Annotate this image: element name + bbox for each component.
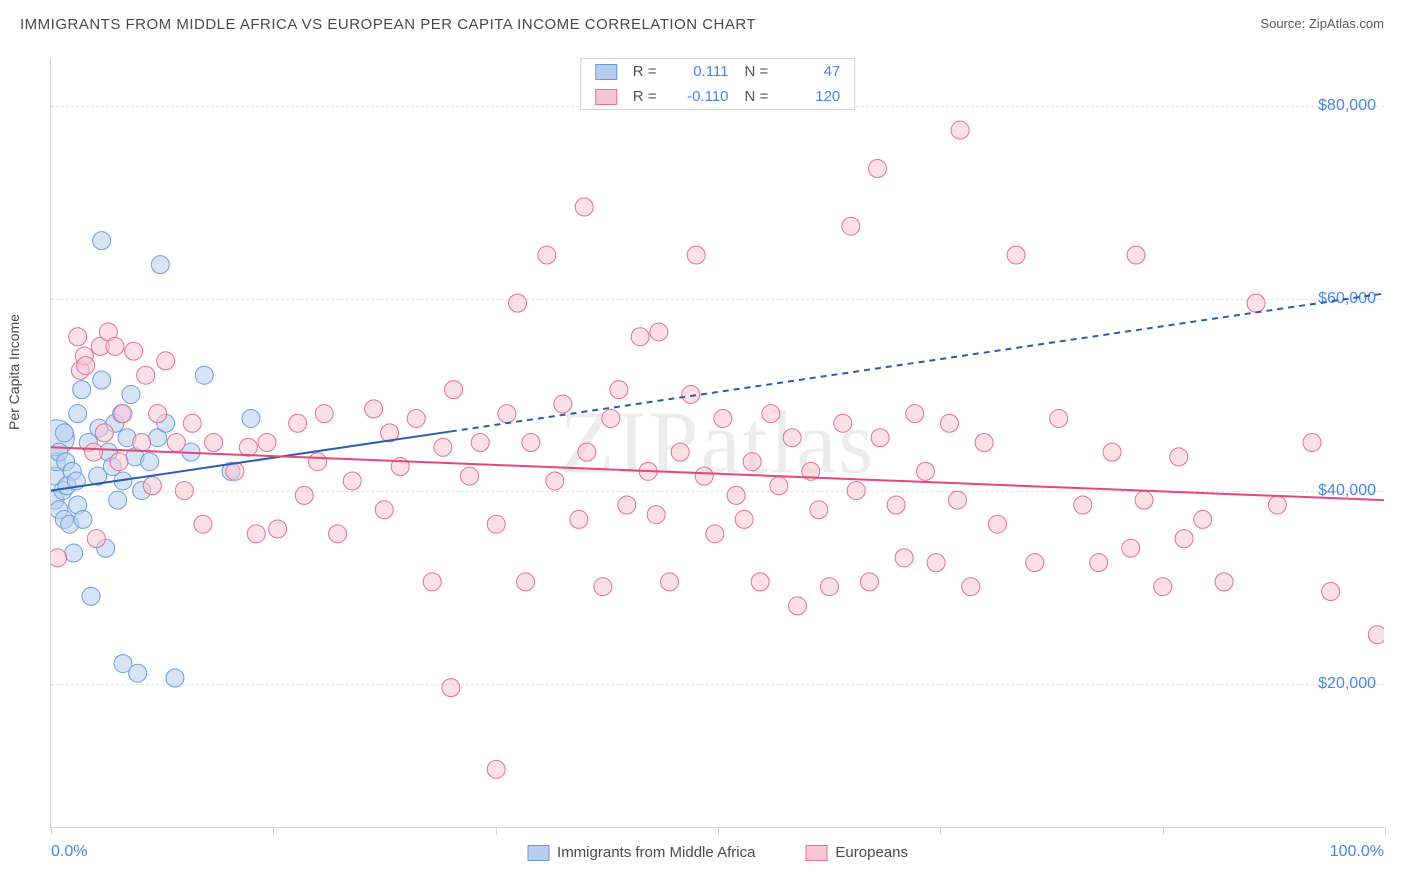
swatch-series-2b [805, 845, 827, 861]
r-value-2: -0.110 [673, 88, 729, 105]
swatch-series-1b [527, 845, 549, 861]
legend-row-series-2: R = -0.110 N = 120 [581, 84, 855, 109]
series-1-name: Immigrants from Middle Africa [557, 844, 755, 861]
swatch-series-1 [595, 64, 617, 80]
series-2-name: Europeans [835, 844, 908, 861]
n-value-2: 120 [784, 88, 840, 105]
y-axis-label: Per Capita Income [6, 314, 22, 430]
plot-area: ZIPatlas R = 0.111 N = 47 R = -0.110 N =… [50, 58, 1384, 828]
r-label: R = [633, 88, 657, 105]
legend-item-1: Immigrants from Middle Africa [527, 844, 755, 861]
n-label: N = [745, 88, 769, 105]
n-value-1: 47 [784, 63, 840, 80]
source-link[interactable]: ZipAtlas.com [1309, 16, 1384, 31]
correlation-legend: R = 0.111 N = 47 R = -0.110 N = 120 [580, 58, 856, 110]
r-value-1: 0.111 [673, 63, 729, 80]
n-label: N = [745, 63, 769, 80]
r-label: R = [633, 63, 657, 80]
x-tick-start: 0.0% [51, 843, 87, 861]
series-legend: Immigrants from Middle Africa Europeans [527, 844, 908, 861]
legend-row-series-1: R = 0.111 N = 47 [581, 59, 855, 84]
chart-svg [51, 58, 1384, 827]
swatch-series-2 [595, 89, 617, 105]
chart-title: IMMIGRANTS FROM MIDDLE AFRICA VS EUROPEA… [20, 16, 756, 33]
legend-item-2: Europeans [805, 844, 908, 861]
x-tick-end: 100.0% [1330, 843, 1384, 861]
source-attribution: Source: ZipAtlas.com [1260, 16, 1384, 31]
source-label: Source: [1260, 16, 1305, 31]
